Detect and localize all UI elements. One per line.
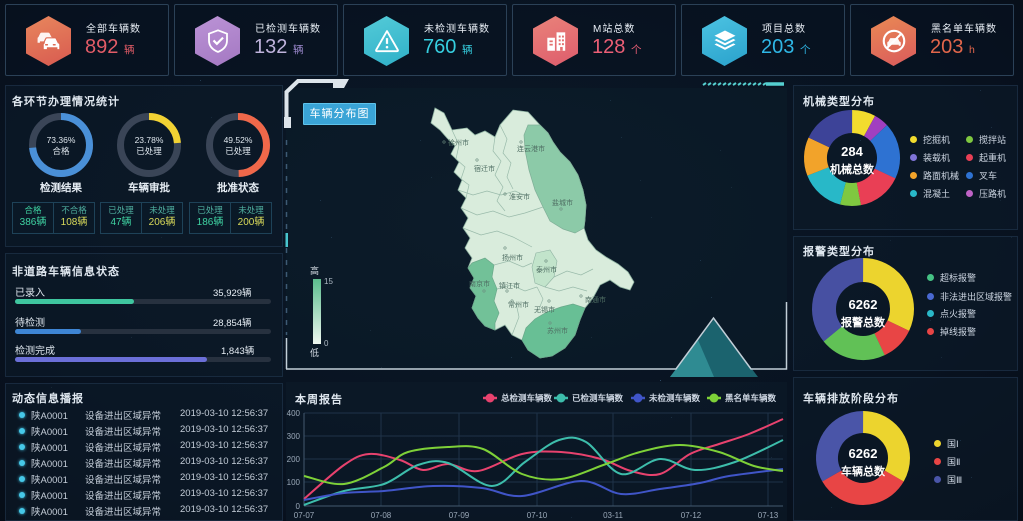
svg-text:0: 0 (296, 502, 301, 511)
svg-text:镇江市: 镇江市 (499, 281, 520, 290)
svg-text:常州市: 常州市 (508, 300, 529, 309)
svg-text:100: 100 (287, 478, 301, 487)
svg-text:07-12: 07-12 (681, 511, 702, 520)
svg-text:连云港市: 连云港市 (517, 144, 545, 153)
svg-text:07-07: 07-07 (294, 511, 315, 520)
svg-text:未检测车辆数: 未检测车辆数 (648, 393, 701, 403)
svg-text:黑名单车辆数: 黑名单车辆数 (725, 393, 777, 403)
svg-text:苏州市: 苏州市 (547, 326, 568, 335)
svg-text:07-08: 07-08 (371, 511, 392, 520)
svg-text:300: 300 (287, 432, 301, 441)
svg-text:已检测车辆数: 已检测车辆数 (572, 393, 624, 403)
svg-text:07-10: 07-10 (527, 511, 548, 520)
svg-text:无锡市: 无锡市 (534, 305, 555, 314)
svg-text:07-13: 07-13 (758, 511, 779, 520)
svg-text:总检测车辆数: 总检测车辆数 (501, 393, 553, 403)
svg-text:07-09: 07-09 (449, 511, 470, 520)
svg-text:南通市: 南通市 (585, 295, 606, 304)
svg-text:扬州市: 扬州市 (502, 253, 523, 262)
svg-text:泰州市: 泰州市 (536, 265, 557, 274)
svg-text:03-11: 03-11 (603, 511, 623, 520)
svg-text:盐城市: 盐城市 (552, 198, 573, 207)
svg-text:南京市: 南京市 (469, 279, 490, 288)
svg-text:淮安市: 淮安市 (509, 192, 530, 201)
svg-text:200: 200 (287, 455, 301, 464)
svg-text:宿迁市: 宿迁市 (474, 164, 495, 173)
svg-text:400: 400 (287, 409, 301, 418)
svg-text:徐州市: 徐州市 (448, 138, 469, 147)
